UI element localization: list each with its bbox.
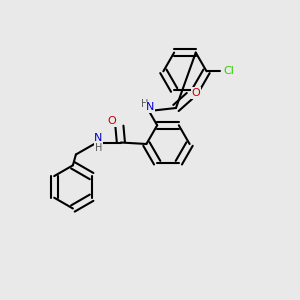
Text: H: H bbox=[141, 98, 148, 109]
Text: H: H bbox=[95, 143, 102, 153]
Text: N: N bbox=[146, 102, 154, 112]
Text: Cl: Cl bbox=[224, 66, 235, 76]
Text: O: O bbox=[107, 116, 116, 127]
Text: O: O bbox=[192, 88, 200, 98]
Text: N: N bbox=[94, 133, 103, 143]
